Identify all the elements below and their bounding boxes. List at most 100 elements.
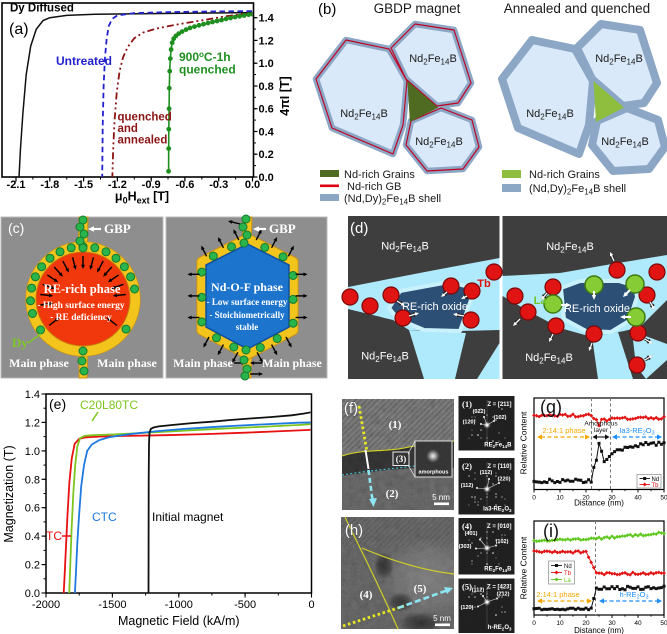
svg-text:(5): (5) (462, 582, 472, 592)
svg-text:Dy Diffused: Dy Diffused (10, 3, 74, 15)
svg-text:Nd-rich Grains: Nd-rich Grains (529, 169, 600, 181)
svg-text:30: 30 (608, 495, 616, 502)
svg-text:0.0: 0.0 (25, 588, 40, 600)
svg-text:(112): (112) (480, 470, 493, 476)
svg-text:0.8: 0.8 (25, 474, 40, 486)
svg-text:Z = [110]: Z = [110] (487, 464, 511, 470)
svg-text:(220): (220) (498, 477, 511, 483)
svg-text:- Low surface energy: - Low surface energy (207, 297, 288, 307)
svg-text:0.0: 0.0 (259, 172, 274, 184)
svg-text:Magnetization (T): Magnetization (T) (2, 445, 16, 542)
svg-text:- RE deficiency: - RE deficiency (50, 313, 112, 323)
svg-text:5 nm: 5 nm (433, 614, 451, 623)
svg-text:(Nd,Dy)2Fe14B shell: (Nd,Dy)2Fe14B shell (344, 193, 441, 207)
svg-text:Nd2Fe14B: Nd2Fe14B (525, 352, 573, 366)
svg-text:Ia3-RE2O3: Ia3-RE2O3 (483, 507, 512, 514)
svg-text:(303): (303) (459, 544, 472, 550)
svg-text:(112): (112) (461, 483, 474, 489)
svg-text:Relative Content: Relative Content (519, 536, 529, 599)
svg-text:0.6: 0.6 (25, 503, 40, 515)
svg-text:(102): (102) (496, 539, 509, 545)
svg-text:RE-rich phase: RE-rich phase (44, 282, 121, 296)
svg-text:1.4: 1.4 (25, 389, 40, 401)
svg-text:(120): (120) (463, 420, 476, 426)
svg-text:(212): (212) (497, 592, 510, 598)
svg-text:Nd2Fe14B: Nd2Fe14B (601, 136, 649, 150)
svg-text:RE-rich oxide: RE-rich oxide (564, 303, 630, 315)
svg-text:0.2: 0.2 (259, 149, 274, 161)
svg-text:annealed: annealed (118, 135, 168, 147)
svg-text:0: 0 (532, 495, 536, 502)
svg-text:50: 50 (660, 620, 667, 627)
svg-text:(2): (2) (462, 461, 472, 471)
svg-text:Nd-rich GB: Nd-rich GB (347, 181, 401, 193)
svg-text:Nd2Fe14B: Nd2Fe14B (415, 136, 463, 150)
svg-text:1.2: 1.2 (259, 35, 274, 47)
svg-text:Nd: Nd (652, 477, 660, 483)
svg-text:- High surface energy: - High surface energy (37, 301, 125, 311)
svg-text:h-RE2O3: h-RE2O3 (619, 590, 648, 601)
svg-text:Tb: Tb (477, 278, 491, 290)
svg-text:layer: layer (594, 427, 609, 434)
svg-text:Ia3-RE2O3: Ia3-RE2O3 (619, 426, 654, 437)
svg-text:Main phase: Main phase (173, 356, 233, 370)
svg-text:(4): (4) (360, 589, 373, 601)
svg-text:RE2Fe14B: RE2Fe14B (484, 567, 512, 574)
svg-text:Tb: Tb (652, 483, 660, 489)
svg-text:Tb: Tb (564, 571, 572, 577)
svg-text:CTC: CTC (92, 510, 117, 524)
svg-text:(5): (5) (414, 583, 427, 595)
svg-text:Relative Content: Relative Content (519, 411, 529, 474)
svg-text:GBP: GBP (269, 221, 296, 236)
svg-text:Dy: Dy (12, 335, 28, 350)
svg-text:(h): (h) (345, 522, 363, 539)
svg-text:0: 0 (308, 599, 314, 611)
svg-text:(f): (f) (344, 400, 358, 417)
svg-text:Z = [010]: Z = [010] (487, 524, 512, 530)
svg-text:TC: TC (46, 529, 62, 543)
svg-text:20: 20 (582, 620, 590, 627)
svg-text:4πI [T]: 4πI [T] (278, 76, 292, 115)
svg-text:(e): (e) (49, 396, 66, 412)
svg-text:La: La (564, 578, 571, 584)
svg-text:Untreated: Untreated (56, 54, 112, 68)
svg-text:-0.3: -0.3 (209, 179, 228, 191)
svg-text:(4): (4) (462, 521, 472, 531)
svg-text:RE2Fe14B: RE2Fe14B (484, 443, 512, 450)
svg-text:(g): (g) (540, 397, 562, 417)
svg-text:0.4: 0.4 (25, 531, 40, 543)
svg-text:h-RE2O3: h-RE2O3 (488, 625, 512, 632)
svg-text:(Nd,Dy)2Fe14B shell: (Nd,Dy)2Fe14B shell (529, 183, 626, 197)
svg-text:-2000: -2000 (32, 599, 60, 611)
svg-text:(a): (a) (9, 21, 29, 38)
svg-text:(401): (401) (465, 531, 478, 537)
svg-text:Nd2Fe14B: Nd2Fe14B (409, 53, 457, 67)
svg-text:Nd-O-F phase: Nd-O-F phase (211, 280, 284, 294)
svg-text:(1): (1) (389, 419, 402, 431)
svg-text:0.6: 0.6 (259, 104, 274, 116)
svg-text:-500: -500 (234, 599, 256, 611)
svg-text:(d): (d) (350, 220, 368, 237)
svg-text:(022): (022) (473, 409, 486, 415)
svg-text:30: 30 (608, 620, 616, 627)
svg-text:Main phase: Main phase (9, 356, 69, 370)
svg-text:-1.2: -1.2 (108, 179, 127, 191)
svg-text:Main phase: Main phase (97, 356, 157, 370)
svg-text:10: 10 (556, 495, 564, 502)
svg-text:2:14:1 phase: 2:14:1 phase (536, 590, 579, 599)
svg-text:GBP: GBP (104, 221, 131, 236)
svg-text:GBDP magnet: GBDP magnet (374, 1, 461, 16)
svg-text:Initial magnet: Initial magnet (152, 510, 224, 524)
svg-text:(3): (3) (396, 454, 407, 464)
svg-text:40: 40 (634, 620, 642, 627)
svg-text:Nd2Fe14B: Nd2Fe14B (381, 241, 429, 255)
svg-text:and: and (118, 123, 138, 135)
svg-text:(112): (112) (472, 588, 485, 594)
svg-text:(120): (120) (461, 605, 474, 611)
svg-text:amorphous: amorphous (419, 470, 449, 476)
svg-text:Nd2Fe14B: Nd2Fe14B (361, 351, 409, 365)
svg-text:- Stoichiometrically: - Stoichiometrically (209, 310, 285, 320)
svg-text:Annealed and quenched: Annealed and quenched (504, 1, 650, 16)
svg-text:0.0: 0.0 (245, 179, 260, 191)
svg-text:Z = [211]: Z = [211] (487, 402, 511, 408)
